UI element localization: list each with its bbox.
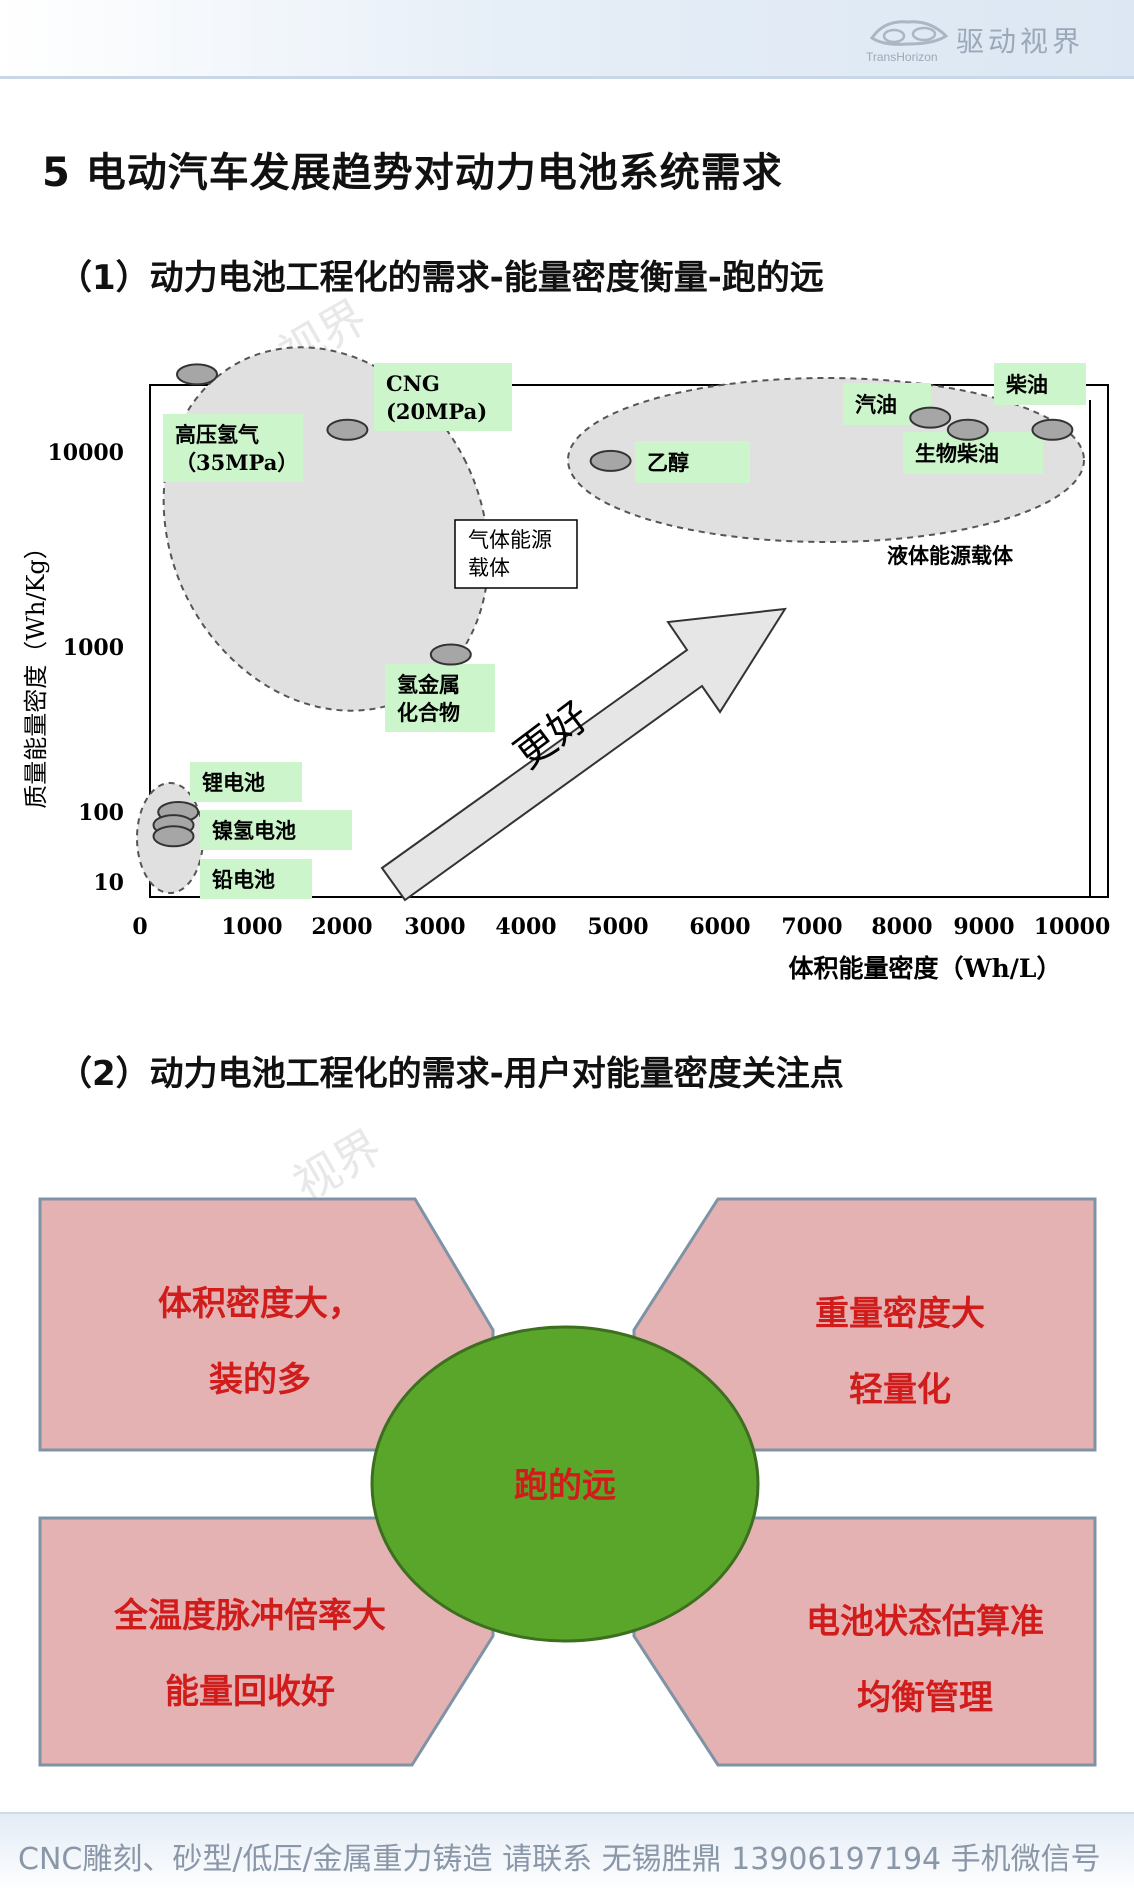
top-right-text: 重量密度大 轻量化	[750, 1276, 1050, 1428]
point-label-box	[374, 363, 512, 431]
point-label: （35MPa）	[175, 450, 298, 475]
point-label: 氢金属	[397, 672, 460, 697]
x-tick-label: 0	[132, 914, 147, 940]
point-label: 化合物	[397, 700, 460, 725]
x-axis-title: 体积能量密度（Wh/L）	[789, 954, 1062, 983]
liquid-group-label: 液体能源载体	[887, 543, 1014, 568]
top-right-panel	[632, 1197, 1097, 1452]
y-tick-label: 1000	[63, 635, 124, 661]
data-point	[176, 363, 218, 386]
data-point	[429, 643, 472, 666]
data-point	[946, 418, 989, 441]
data-point	[909, 406, 952, 429]
bottom-left-line1: 全温度脉冲倍率大	[114, 1596, 386, 1636]
brand-logo: 驱动视界 TransHorizon	[864, 14, 1094, 64]
top-left-text: 体积密度大， 装的多	[110, 1266, 410, 1418]
point-label: 乙醇	[647, 450, 689, 475]
center-circle	[370, 1325, 760, 1643]
point-label: CNG	[386, 371, 440, 396]
bottom-right-line2: 均衡管理	[857, 1678, 993, 1718]
point-label: 生物柴油	[915, 441, 999, 466]
y-tick-label: 10	[93, 870, 124, 896]
footer-bar: CNC雕刻、砂型/低压/金属重力铸造 请联系 无锡胜鼎 13906197194 …	[0, 1812, 1134, 1892]
point-label: 镍氢电池	[212, 818, 296, 843]
point-label-box	[635, 441, 750, 483]
y-axis-title: 质量能量密度（Wh/Kg）	[22, 535, 50, 809]
top-left-line1: 体积密度大，	[158, 1284, 362, 1324]
bottom-right-line1: 电池状态估算准	[806, 1602, 1044, 1642]
page-title: 5 电动汽车发展趋势对动力电池系统需求	[42, 150, 783, 196]
x-tick-label: 2000	[311, 914, 372, 940]
top-right-line1: 重量密度大	[815, 1294, 985, 1334]
top-left-line2: 装的多	[209, 1360, 311, 1400]
point-label-box	[200, 859, 312, 899]
section1-heading: （1）动力电池工程化的需求-能量密度衡量-跑的远	[58, 258, 824, 298]
bottom-left-line2: 能量回收好	[165, 1672, 335, 1712]
y-tick-label: 10000	[47, 440, 124, 466]
x-tick-label: 5000	[587, 914, 648, 940]
x-tick-label: 8000	[871, 914, 932, 940]
top-right-line2: 轻量化	[849, 1370, 951, 1410]
point-label: (20MPa)	[386, 399, 487, 424]
brand-name: 驱动视界	[956, 25, 1085, 58]
point-label-box	[190, 762, 302, 802]
bottom-right-text: 电池状态估算准 均衡管理	[770, 1584, 1080, 1736]
data-point	[1031, 418, 1074, 441]
point-label: 汽油	[855, 392, 897, 417]
x-tick-label: 10000	[1034, 914, 1111, 940]
requirements-diagram: 跑的远	[38, 1197, 1097, 1767]
data-point	[152, 825, 195, 848]
data-point	[326, 418, 369, 441]
car-logo-icon	[869, 20, 949, 46]
bottom-left-text: 全温度脉冲倍率大 能量回收好	[70, 1578, 430, 1730]
gas-group-label-line1: 气体能源	[468, 528, 552, 552]
section2-heading: （2）动力电池工程化的需求-用户对能量密度关注点	[58, 1054, 844, 1094]
center-label: 跑的远	[514, 1466, 616, 1506]
y-axis-title-group: 质量能量密度（Wh/Kg）	[22, 535, 50, 809]
point-label-box	[385, 664, 495, 732]
liquid-carrier-ellipse	[567, 377, 1085, 543]
x-tick-label: 1000	[221, 914, 282, 940]
energy-density-chart: 更好 质量能量密度（Wh/Kg） 体积能量密度（Wh/L） 0 1000 2000 3…	[22, 346, 1111, 983]
point-label-box	[163, 414, 303, 482]
better-arrow	[380, 607, 787, 902]
x-tick-label: 9000	[953, 914, 1014, 940]
gas-group-label-box	[454, 519, 578, 589]
x-tick-label: 4000	[495, 914, 556, 940]
point-label: 高压氢气	[175, 422, 259, 447]
footer-contact: CNC雕刻、砂型/低压/金属重力铸造 请联系 无锡胜鼎 13906197194 …	[18, 1842, 1101, 1877]
y-tick-label: 100	[78, 800, 124, 826]
point-label: 柴油	[1005, 372, 1048, 397]
x-tick-label: 6000	[689, 914, 750, 940]
x-tick-label: 3000	[404, 914, 465, 940]
point-label-box	[200, 810, 352, 850]
point-label-box	[994, 363, 1086, 405]
data-point	[589, 449, 632, 472]
header-bar: 驱动视界 TransHorizon	[0, 0, 1134, 79]
x-tick-label: 7000	[781, 914, 842, 940]
gas-group-label-line2: 载体	[468, 556, 510, 580]
point-label: 锂电池	[202, 770, 265, 795]
point-label: 铅电池	[212, 867, 275, 892]
brand-subtitle: TransHorizon	[866, 50, 938, 64]
